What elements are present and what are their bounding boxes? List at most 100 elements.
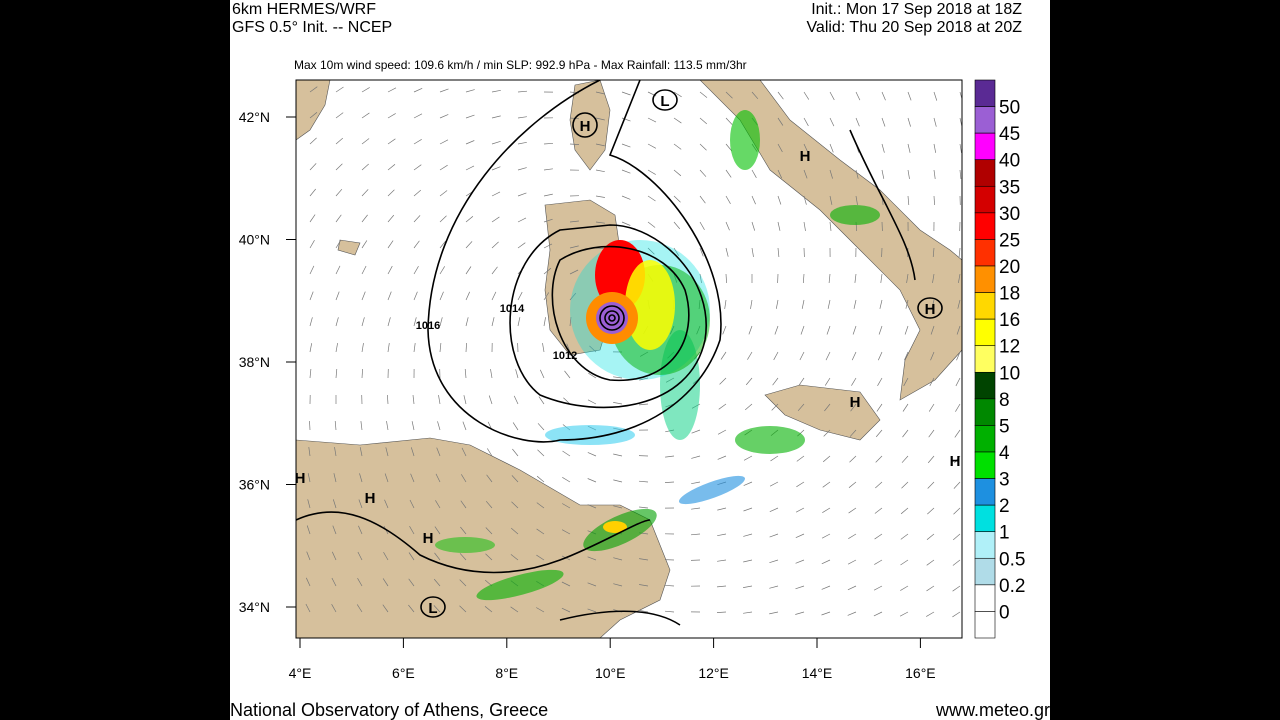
wind-barb <box>536 528 545 535</box>
wind-barb <box>901 481 909 489</box>
wind-barb <box>933 169 936 179</box>
wind-barb <box>536 554 545 561</box>
wind-barb <box>851 351 857 361</box>
wind-barb <box>878 325 883 335</box>
wind-barb <box>725 169 732 178</box>
wind-barb <box>699 247 704 257</box>
lat-label: 34°N <box>239 599 270 615</box>
wind-barb <box>439 266 445 275</box>
wind-barb <box>309 343 313 353</box>
wind-barb <box>613 557 623 561</box>
wind-barb <box>621 221 631 226</box>
wind-barb <box>930 351 935 361</box>
wind-barb <box>751 195 756 205</box>
colorbar-label: 18 <box>999 284 1020 305</box>
wind-barb <box>517 90 528 93</box>
wind-barb <box>673 117 682 124</box>
wind-barb <box>717 429 727 435</box>
wind-barb <box>751 91 759 100</box>
wind-barb <box>952 533 961 541</box>
wind-barb <box>933 91 938 101</box>
wind-barb <box>413 266 419 275</box>
wind-barb <box>463 395 467 405</box>
wind-barb <box>849 455 857 463</box>
wind-barb <box>307 473 311 483</box>
colorbar-segment <box>974 557 996 586</box>
wind-barb <box>690 533 701 536</box>
wind-barb <box>595 143 605 147</box>
wind-barb <box>386 421 389 431</box>
wind-barb <box>359 447 363 457</box>
wind-barb <box>491 166 501 171</box>
wind-barb <box>413 240 420 249</box>
colorbar-label: 1 <box>999 523 1010 544</box>
wind-barb <box>512 422 519 431</box>
wind-barb <box>413 317 417 327</box>
wind-barb <box>335 214 342 223</box>
colorbar-label: 12 <box>999 337 1020 358</box>
wind-barb <box>853 299 857 309</box>
wind-barb <box>777 143 783 153</box>
wind-barb <box>359 473 363 483</box>
wind-barb <box>412 395 415 405</box>
wind-barb <box>413 87 423 93</box>
wind-barb <box>434 552 441 561</box>
colorbar-label: 16 <box>999 310 1020 331</box>
wind-barb <box>824 377 831 386</box>
wind-barb <box>613 505 623 509</box>
isobar-label: 1012 <box>553 350 577 362</box>
wind-barb <box>927 481 935 489</box>
wind-barb <box>879 299 883 309</box>
wind-barb <box>639 610 649 613</box>
wind-barb <box>409 499 415 509</box>
wind-barb <box>434 526 441 535</box>
wind-barb <box>799 351 805 361</box>
wind-barb <box>933 195 935 206</box>
colorbar-label: 0.5 <box>999 549 1025 570</box>
wind-barb <box>907 91 912 101</box>
wind-barb <box>775 299 779 309</box>
wind-barb <box>335 240 341 249</box>
wind-barb <box>438 395 441 405</box>
wind-barb <box>665 455 675 458</box>
wind-barb <box>855 117 860 127</box>
lon-label: 8°E <box>495 665 518 681</box>
wind-barb <box>562 503 571 509</box>
wind-barb <box>874 533 883 540</box>
wind-barb <box>904 325 909 335</box>
wind-barb <box>436 447 441 457</box>
wind-barb <box>562 450 571 457</box>
wind-barb <box>821 585 831 590</box>
wind-barb <box>485 500 493 509</box>
wind-barb <box>569 317 572 327</box>
lat-label: 40°N <box>239 232 270 248</box>
wind-barb <box>491 191 501 197</box>
wind-barb <box>491 115 501 119</box>
wind-barb <box>491 216 500 223</box>
wind-barb <box>411 421 415 431</box>
wind-barb <box>384 499 389 509</box>
wind-barb <box>613 453 623 457</box>
wind-barb <box>803 91 810 100</box>
colorbar-segment <box>974 106 996 134</box>
wind-barb <box>751 247 754 257</box>
wind-barb <box>743 533 753 537</box>
wind-barb <box>900 585 909 591</box>
wind-barb <box>484 606 493 613</box>
wind-barb <box>437 421 441 431</box>
wind-barb <box>906 273 909 283</box>
wind-barb <box>536 502 545 509</box>
wind-barb <box>952 585 961 592</box>
wind-barb <box>537 449 545 457</box>
wind-barb <box>335 163 343 171</box>
map: H L H H H H H H H L 1016 1014 1012 <box>295 79 963 639</box>
wind-barb <box>873 611 883 617</box>
wind-barb <box>358 525 363 535</box>
wind-barb <box>638 403 649 406</box>
wind-barb <box>803 117 809 127</box>
wind-barb <box>357 578 363 587</box>
wind-barb <box>848 533 857 539</box>
wind-barb <box>691 507 701 510</box>
wind-barb <box>462 421 467 431</box>
